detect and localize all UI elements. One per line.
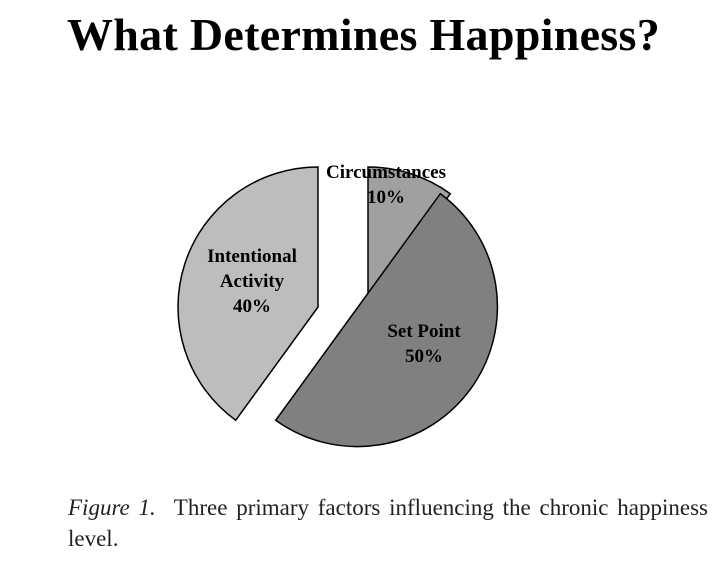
slice-label-set-point: Set Point <box>387 321 461 342</box>
pie-chart-svg: Circumstances 10% Set Point 50% Intentional A… <box>177 162 499 448</box>
figure-caption: Figure 1. Three primary factors influenci… <box>68 492 708 554</box>
slice-label-intentional-activity: Intentional Activity <box>207 246 297 292</box>
slice-percent-circumstances: 10% <box>367 187 405 208</box>
figure-caption-text: Three primary factors influencing the ch… <box>68 495 708 551</box>
slice-percent-set-point: 50% <box>405 346 443 367</box>
slice-percent-intentional-activity: 40% <box>233 296 271 317</box>
pie-slice-intentional-activity <box>177 166 319 422</box>
figure-label: Figure 1. <box>68 495 156 520</box>
page-title: What Determines Happiness? <box>66 9 661 60</box>
slice-label-circumstances: Circumstances <box>326 162 446 183</box>
pie-slice-set-point <box>274 192 499 448</box>
